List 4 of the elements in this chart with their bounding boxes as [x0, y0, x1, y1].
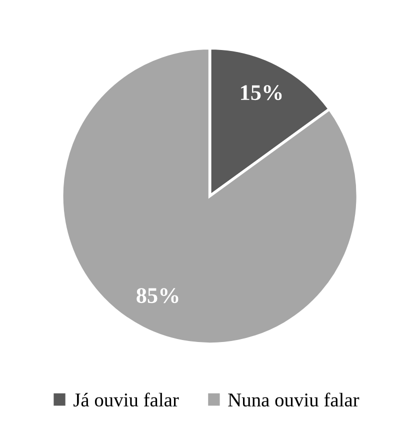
- legend-label: Nuna ouviu falar: [228, 392, 360, 407]
- data-label: 85%: [136, 288, 178, 304]
- legend-label: Já ouviu falar: [74, 392, 179, 407]
- data-label: 15%: [241, 85, 282, 100]
